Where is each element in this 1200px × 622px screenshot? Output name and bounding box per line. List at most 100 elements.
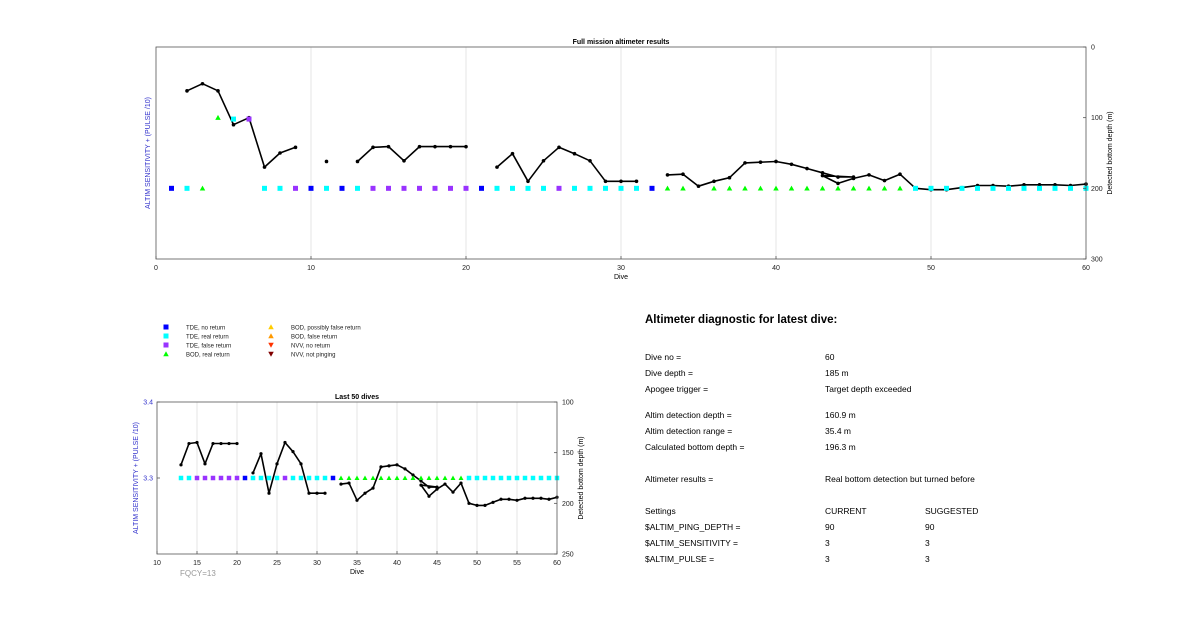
tde-marker bbox=[463, 185, 469, 191]
depth-point bbox=[526, 179, 530, 184]
legend-marker bbox=[268, 351, 274, 357]
depth-point bbox=[820, 170, 825, 175]
legend-marker bbox=[268, 342, 274, 348]
tde-marker bbox=[293, 185, 298, 191]
depth-point bbox=[820, 173, 825, 178]
x-axis-label: Dive bbox=[350, 569, 364, 576]
setting-suggested: 3 bbox=[925, 554, 930, 564]
bod-marker bbox=[850, 185, 857, 191]
bod-marker bbox=[370, 475, 376, 480]
depth-point bbox=[267, 491, 271, 495]
legend-marker bbox=[163, 342, 169, 348]
depth-point bbox=[547, 497, 551, 501]
diag-value: Real bottom detection but turned before bbox=[825, 474, 975, 484]
bod-marker bbox=[378, 475, 384, 480]
bod-marker bbox=[410, 475, 416, 480]
depth-point bbox=[743, 161, 747, 165]
tde-marker bbox=[417, 185, 422, 191]
x-tick-label: 20 bbox=[462, 265, 470, 272]
x-tick-label: 0 bbox=[154, 265, 158, 272]
tde-marker bbox=[266, 475, 272, 481]
x-tick-label: 40 bbox=[772, 265, 780, 272]
tde-marker bbox=[490, 475, 496, 481]
fqcy-annotation: FQCY=13 bbox=[180, 569, 216, 578]
tde-marker bbox=[649, 185, 655, 191]
legend-label: BOD, possibly false return bbox=[291, 326, 361, 332]
x-tick-label: 35 bbox=[353, 560, 361, 567]
depth-point bbox=[371, 145, 375, 150]
tde-marker bbox=[959, 185, 965, 191]
tde-marker bbox=[1068, 185, 1073, 191]
setting-name: $ALTIM_SENSITIVITY = bbox=[645, 538, 738, 548]
marker-legend: TDE, no return TDE, real return TDE, false… bbox=[163, 324, 361, 359]
x-tick-label: 55 bbox=[513, 560, 521, 567]
tde-marker bbox=[370, 185, 376, 191]
depth-point bbox=[435, 487, 439, 491]
tde-marker bbox=[530, 475, 536, 481]
legend-label: TDE, real return bbox=[186, 335, 229, 341]
tde-marker bbox=[178, 475, 184, 481]
legend-marker bbox=[163, 324, 169, 330]
depth-point bbox=[278, 151, 282, 155]
depth-point bbox=[1037, 183, 1042, 187]
x-tick-label: 60 bbox=[1082, 265, 1090, 272]
depth-point bbox=[681, 172, 685, 176]
depth-point bbox=[355, 159, 360, 164]
tde-marker bbox=[231, 116, 236, 122]
tde-marker bbox=[603, 185, 608, 191]
tde-marker bbox=[202, 475, 208, 481]
y2-tick-label: 0 bbox=[1091, 45, 1095, 52]
y2-axis-label: Detected bottom depth (m) bbox=[1107, 111, 1114, 194]
tde-marker bbox=[432, 185, 438, 191]
depth-point bbox=[419, 483, 423, 487]
bod-marker bbox=[450, 475, 456, 480]
bod-marker bbox=[434, 475, 440, 480]
x-tick-label: 50 bbox=[473, 560, 481, 567]
bod-marker bbox=[742, 185, 748, 191]
y-tick-label: 3.4 bbox=[143, 400, 153, 407]
depth-point bbox=[203, 462, 207, 466]
y-tick-label: 3.3 bbox=[143, 476, 153, 483]
tde-marker bbox=[990, 185, 996, 191]
tde-marker bbox=[474, 475, 480, 481]
settings-suggested-header: SUGGESTED bbox=[925, 506, 979, 516]
legend-label: TDE, false return bbox=[186, 344, 231, 350]
diag-value: 60 bbox=[825, 352, 835, 362]
chart-title: Full mission altimeter results bbox=[573, 39, 670, 46]
diag-label: Altim detection depth = bbox=[645, 410, 732, 420]
bod-marker bbox=[897, 185, 903, 191]
y2-tick-label: 150 bbox=[562, 450, 574, 457]
tde-marker bbox=[448, 185, 453, 191]
bod-marker bbox=[680, 185, 686, 191]
diag-value: 185 m bbox=[825, 368, 849, 378]
depth-point bbox=[347, 481, 351, 485]
depth-point bbox=[275, 462, 279, 466]
bod-marker bbox=[354, 475, 360, 480]
depth-point bbox=[443, 482, 447, 486]
tde-marker bbox=[242, 475, 248, 481]
depth-point bbox=[758, 160, 763, 164]
setting-suggested: 3 bbox=[925, 538, 930, 548]
depth-point bbox=[882, 178, 887, 183]
depth-point bbox=[619, 179, 623, 184]
x-tick-label: 40 bbox=[393, 560, 401, 567]
depth-point bbox=[557, 145, 561, 150]
diag-label: Dive depth = bbox=[645, 368, 693, 378]
tde-marker bbox=[322, 475, 328, 481]
y2-tick-label: 100 bbox=[1091, 115, 1103, 122]
depth-point bbox=[805, 166, 809, 171]
setting-current: 3 bbox=[825, 538, 830, 548]
legend-label: BOD, false return bbox=[291, 335, 337, 341]
tde-marker bbox=[538, 475, 544, 481]
tde-marker bbox=[308, 185, 314, 191]
depth-point bbox=[531, 496, 535, 500]
diag-value: Target depth exceeded bbox=[825, 384, 912, 394]
depth-point bbox=[427, 494, 431, 498]
tde-marker bbox=[355, 185, 360, 191]
x-axis-label: Dive bbox=[614, 274, 628, 281]
depth-point bbox=[1022, 183, 1026, 187]
bod-marker bbox=[199, 185, 206, 191]
legend-label: NVV, no return bbox=[291, 344, 330, 350]
depth-point bbox=[315, 491, 319, 495]
depth-point bbox=[539, 496, 543, 500]
